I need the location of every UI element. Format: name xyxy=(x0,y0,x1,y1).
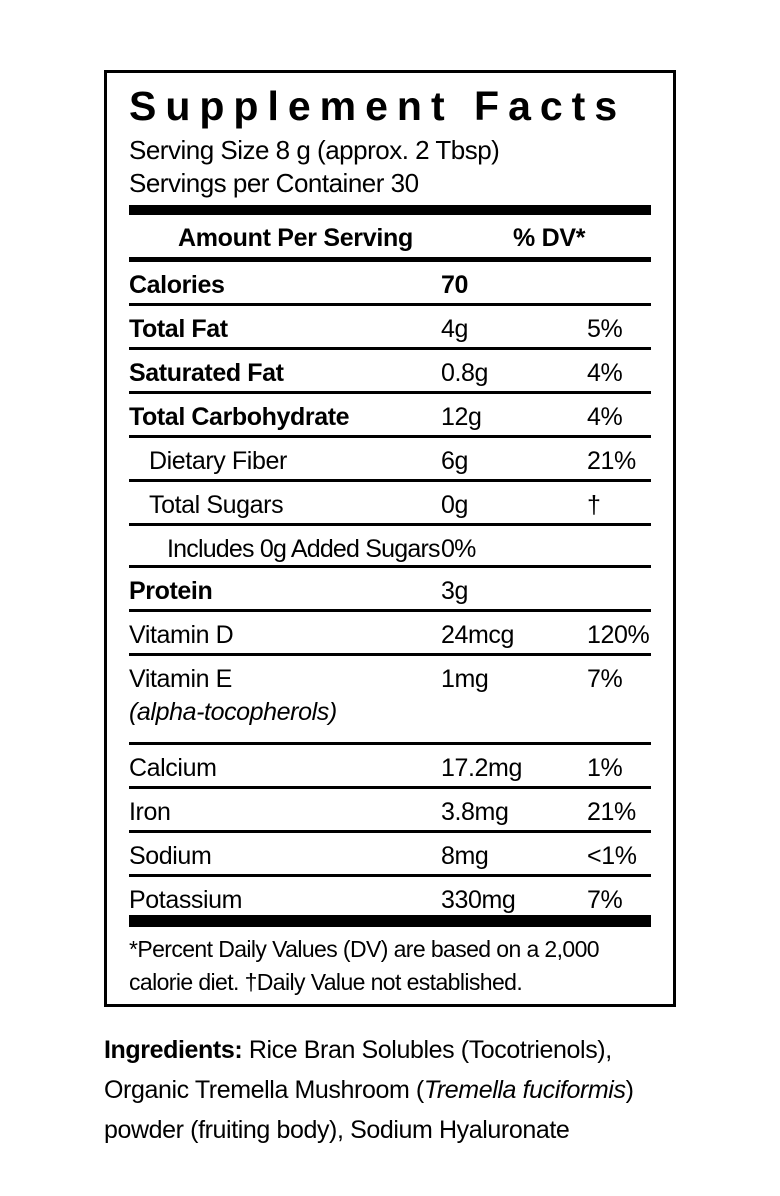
ingredients-text: powder (fruiting body), Sodium Hyalurona… xyxy=(104,1116,570,1144)
ingredients-line: Organic Tremella Mushroom (Tremella fuci… xyxy=(104,1070,634,1110)
ingredients-section: Ingredients: Rice Bran Solubles (Tocotri… xyxy=(104,1030,634,1150)
nutrient-name: Saturated Fat xyxy=(129,359,284,387)
table-row: Includes 0g Added Sugars 0% xyxy=(129,526,651,568)
ingredients-text: Rice Bran Solubles (Tocotrienols), xyxy=(248,1036,612,1064)
nutrient-dv: 21% xyxy=(587,798,636,826)
nutrient-name: Total Fat xyxy=(129,315,228,343)
ingredients-line: Ingredients: Rice Bran Solubles (Tocotri… xyxy=(104,1030,634,1070)
nutrient-amount: 330mg xyxy=(441,886,516,914)
nutrient-amount: 1mg xyxy=(441,665,489,693)
nutrient-amount: 6g xyxy=(441,447,469,475)
nutrient-dv: 4% xyxy=(587,403,623,431)
nutrient-amount: 0g xyxy=(441,491,469,519)
nutrient-name: Includes 0g Added Sugars xyxy=(167,535,440,563)
table-row: Vitamin D 24mcg 120% xyxy=(129,612,651,656)
supplement-facts-title: Supplement Facts xyxy=(129,83,627,129)
nutrient-amount: 0% xyxy=(441,535,476,563)
nutrient-name: Dietary Fiber xyxy=(149,447,287,475)
supplement-facts-panel: Supplement Facts Serving Size 8 g (appro… xyxy=(104,70,676,1007)
nutrient-name: Protein xyxy=(129,577,213,605)
table-row: Total Fat 4g 5% xyxy=(129,306,651,350)
footnote-line: *Percent Daily Values (DV) are based on … xyxy=(129,936,600,962)
nutrient-name: Total Sugars xyxy=(149,491,284,519)
nutrient-name: Iron xyxy=(129,798,171,826)
nutrient-amount: 0.8g xyxy=(441,359,489,387)
ingredients-text: ) xyxy=(625,1076,634,1104)
ingredients-text: Organic Tremella Mushroom ( xyxy=(104,1076,424,1104)
nutrient-amount: 17.2mg xyxy=(441,754,522,782)
footnote: *Percent Daily Values (DV) are based on … xyxy=(129,933,651,999)
nutrient-amount: 12g xyxy=(441,403,482,431)
nutrient-name: Calcium xyxy=(129,754,217,782)
nutrient-dv: <1% xyxy=(587,842,637,870)
table-row: Total Carbohydrate 12g 4% xyxy=(129,394,651,438)
table-row: Sodium 8mg <1% xyxy=(129,833,651,877)
table-row: Calcium 17.2mg 1% xyxy=(129,745,651,789)
divider-thick-top xyxy=(129,205,651,215)
table-header-row: Amount Per Serving % DV* xyxy=(129,215,651,257)
ingredients-label: Ingredients: xyxy=(104,1036,249,1064)
nutrient-dv: 7% xyxy=(587,665,623,693)
nutrient-dv: 1% xyxy=(587,754,623,782)
serving-size: Serving Size 8 g (approx. 2 Tbsp) xyxy=(129,135,500,165)
facts-table-rows: Calories 70 Total Fat 4g 5% Saturated Fat 0.8g… xyxy=(129,262,651,915)
nutrient-subname: (alpha-tocopherols) xyxy=(129,698,337,726)
table-row: Protein 3g xyxy=(129,568,651,612)
nutrient-dv: 7% xyxy=(587,886,623,914)
serving-info: Serving Size 8 g (approx. 2 Tbsp) Servin… xyxy=(129,134,651,200)
ingredients-text: Tremella fuciformis xyxy=(423,1076,626,1104)
ingredients-line: powder (fruiting body), Sodium Hyalurona… xyxy=(104,1110,634,1150)
nutrient-name: Vitamin D xyxy=(129,621,234,649)
divider-under-header xyxy=(129,257,651,262)
header-amount-per-serving: Amount Per Serving xyxy=(178,224,413,252)
nutrient-name: Vitamin E (alpha-tocopherols) xyxy=(129,656,651,730)
table-row: Saturated Fat 0.8g 4% xyxy=(129,350,651,394)
nutrient-name: Calories xyxy=(129,271,225,299)
nutrient-dv: 21% xyxy=(587,447,636,475)
nutrient-dv: 4% xyxy=(587,359,623,387)
nutrient-amount: 70 xyxy=(441,271,469,299)
nutrient-amount: 4g xyxy=(441,315,469,343)
nutrient-name: Sodium xyxy=(129,842,212,870)
table-row: Potassium 330mg 7% xyxy=(129,877,651,915)
table-row: Dietary Fiber 6g 21% xyxy=(129,438,651,482)
nutrient-amount: 3g xyxy=(441,577,469,605)
servings-per-container: Servings per Container 30 xyxy=(129,168,419,198)
table-row: Total Sugars 0g † xyxy=(129,482,651,526)
nutrient-amount: 24mcg xyxy=(441,621,515,649)
footnote-line: calorie diet. †Daily Value not establish… xyxy=(129,969,523,995)
nutrient-amount: 8mg xyxy=(441,842,489,870)
nutrient-amount: 3.8mg xyxy=(441,798,509,826)
nutrient-dv: † xyxy=(587,491,601,519)
nutrient-name: Total Carbohydrate xyxy=(129,403,350,431)
nutrient-dv: 5% xyxy=(587,315,623,343)
table-row: Iron 3.8mg 21% xyxy=(129,789,651,833)
nutrient-dv: 120% xyxy=(587,621,650,649)
table-row: Calories 70 xyxy=(129,262,651,306)
divider-thick-bottom xyxy=(129,915,651,927)
nutrient-name: Potassium xyxy=(129,886,243,914)
header-percent-dv: % DV* xyxy=(513,224,586,252)
table-row: Vitamin E (alpha-tocopherols) 1mg 7% xyxy=(129,656,651,745)
